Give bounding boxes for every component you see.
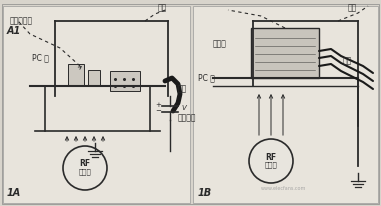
Text: −: − [155, 108, 161, 114]
Text: 接头片: 接头片 [213, 40, 227, 48]
Text: 电缆: 电缆 [343, 56, 352, 66]
Text: 1A: 1A [7, 188, 21, 198]
Text: PC 板: PC 板 [198, 74, 215, 82]
Text: 杂散电容: 杂散电容 [178, 114, 197, 123]
Bar [110, 71, 140, 91]
Bar [193, 6, 378, 203]
Text: A1: A1 [7, 26, 21, 36]
Circle shape [249, 139, 293, 183]
Bar [88, 70, 100, 86]
Text: 关心的区域: 关心的区域 [10, 16, 33, 26]
Text: 电缆: 电缆 [178, 84, 187, 94]
Bar [68, 64, 84, 86]
Text: RF: RF [266, 152, 277, 162]
Bar [251, 28, 319, 78]
Bar [3, 6, 190, 203]
Text: www.elecfans.com: www.elecfans.com [260, 185, 306, 191]
Text: PC 板: PC 板 [32, 54, 49, 62]
Circle shape [63, 146, 107, 190]
Text: 1B: 1B [198, 188, 212, 198]
Text: RF: RF [79, 159, 91, 169]
Text: +: + [155, 102, 161, 108]
Text: 机壳: 机壳 [158, 4, 167, 13]
Text: 噪声源: 噪声源 [265, 162, 277, 168]
Text: 机壳: 机壳 [348, 4, 357, 13]
Text: 噪声源: 噪声源 [78, 169, 91, 175]
Text: V: V [182, 105, 186, 111]
